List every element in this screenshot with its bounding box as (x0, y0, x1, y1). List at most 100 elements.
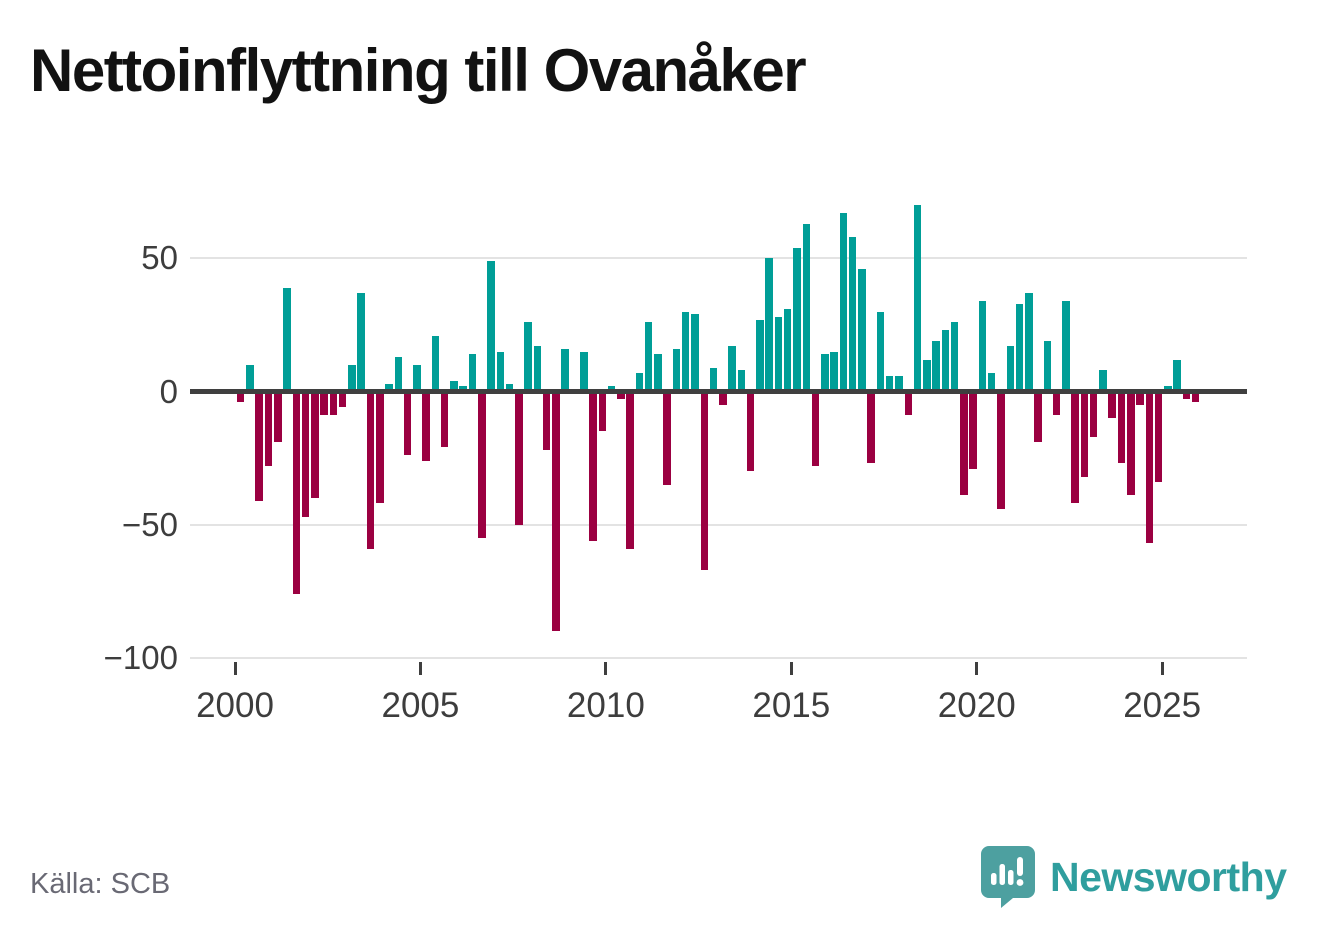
gridline (190, 523, 1247, 526)
bar (1052, 391, 1061, 416)
bar (589, 391, 597, 541)
bar (848, 236, 857, 392)
bar (941, 330, 950, 392)
bar (552, 391, 560, 632)
bar (264, 391, 273, 467)
bar (1062, 300, 1070, 392)
bar (997, 391, 1005, 509)
x-axis-tick (789, 662, 793, 675)
bar (1117, 391, 1126, 464)
bar (413, 364, 421, 392)
bar (617, 391, 625, 400)
bar (1006, 346, 1014, 392)
y-axis-tick-label: −50 (122, 505, 178, 543)
bar (542, 391, 551, 451)
bar (672, 348, 681, 392)
bar (876, 311, 885, 392)
bar (774, 316, 783, 392)
x-axis-tick (233, 662, 237, 675)
bar (960, 391, 968, 496)
bar (1089, 391, 1098, 437)
newsworthy-logo: Newsworthy (980, 844, 1287, 910)
bar (1182, 391, 1191, 400)
y-axis-tick-label: 0 (159, 372, 178, 410)
x-axis-tick-label: 2000 (196, 686, 274, 725)
bar (700, 391, 709, 571)
bar (505, 383, 514, 392)
bar (811, 391, 820, 467)
bar (357, 292, 365, 392)
bar (515, 391, 523, 525)
chart-title: Nettoinflyttning till Ovanåker (30, 37, 807, 104)
zero-axis-line (190, 389, 1247, 394)
bar (709, 367, 718, 392)
bar (236, 391, 245, 403)
bar (459, 386, 467, 392)
bar (320, 391, 328, 416)
bar (1043, 340, 1052, 392)
bar (580, 351, 588, 392)
bar (1145, 391, 1154, 544)
y-axis-tick-label: −100 (103, 639, 178, 676)
bar (598, 391, 607, 432)
bar (431, 335, 440, 392)
bar (969, 391, 977, 469)
bar (783, 308, 792, 392)
bar (858, 268, 866, 392)
bar (376, 391, 384, 504)
x-axis-tick (975, 662, 979, 675)
bar (496, 351, 505, 392)
bar (246, 364, 254, 392)
bar (274, 391, 282, 443)
bar (422, 391, 430, 461)
bar (746, 391, 755, 472)
bar (737, 370, 746, 392)
bar (283, 287, 291, 392)
bar (450, 380, 458, 392)
x-axis-tick-label: 2005 (381, 686, 460, 725)
bar (756, 319, 764, 392)
bar (1127, 391, 1135, 496)
bar (793, 247, 801, 392)
bar (728, 346, 736, 392)
bar (978, 300, 987, 392)
bar (913, 204, 922, 392)
bar (329, 391, 338, 416)
bar (607, 386, 616, 392)
bar (533, 346, 542, 392)
bar (885, 375, 894, 392)
bar (1080, 391, 1089, 477)
newsworthy-wordmark: Newsworthy (1050, 853, 1287, 900)
bar (524, 322, 532, 392)
y-axis-tick-label: 50 (141, 239, 178, 277)
bar (950, 322, 959, 392)
x-axis-tick-label: 2015 (752, 686, 831, 725)
bar (366, 391, 375, 549)
bar (839, 212, 848, 392)
bar (644, 322, 653, 392)
bar (468, 354, 477, 392)
x-axis-tick (1160, 662, 1164, 675)
bar (1071, 391, 1079, 504)
bar (1025, 292, 1033, 392)
bar (895, 375, 903, 392)
x-axis-tick-label: 2010 (566, 686, 645, 725)
bar (1164, 386, 1172, 392)
bar (1099, 370, 1107, 392)
bar (311, 391, 319, 499)
bar (255, 391, 263, 501)
bar (867, 391, 875, 464)
bar (1034, 391, 1042, 443)
bar (385, 383, 393, 392)
bar (292, 391, 301, 595)
bar (1173, 359, 1181, 392)
bar (1154, 391, 1163, 483)
bar (691, 314, 699, 392)
plot-area (190, 180, 1247, 680)
bar (440, 391, 449, 448)
bar (923, 359, 931, 392)
bar (821, 354, 829, 392)
x-axis-tick-label: 2025 (1123, 686, 1202, 725)
bar (663, 391, 671, 485)
